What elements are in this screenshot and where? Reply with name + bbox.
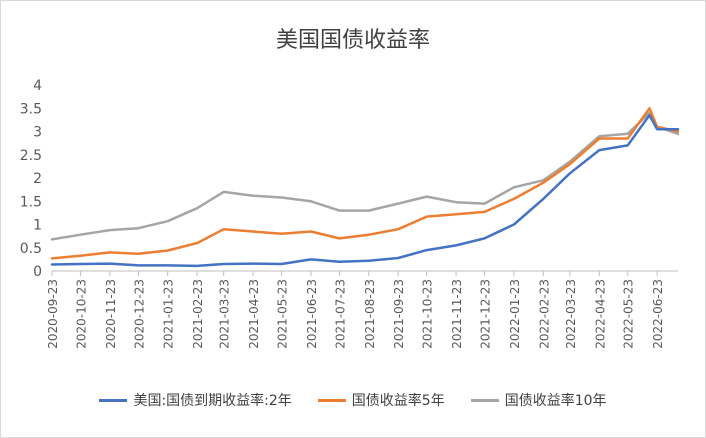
series-line-1: [50, 107, 680, 260]
legend-label-5y: 国债收益率5年: [351, 393, 445, 409]
chart-title: 美国国债收益率: [275, 28, 430, 53]
x-tick-label: 2022-05-23: [622, 279, 636, 349]
x-tick-label: 2022-02-23: [537, 279, 551, 349]
legend-item-2y: 美国:国债到期收益率:2年: [99, 390, 292, 410]
legend-swatch-10y: [470, 398, 499, 402]
y-tick-label: 1: [33, 218, 42, 234]
x-tick-label: 2021-06-23: [305, 279, 319, 349]
x-tick-label: 2021-04-23: [247, 279, 261, 349]
y-tick-label: 2: [33, 171, 42, 187]
x-tick-label: 2020-12-23: [132, 279, 146, 349]
y-tick-label: 3: [33, 125, 42, 141]
x-tick-label: 2022-01-23: [508, 279, 522, 349]
legend-swatch-2y: [99, 398, 128, 402]
legend-swatch-5y: [317, 398, 346, 402]
legend-label-2y: 美国:国债到期收益率:2年: [133, 393, 292, 409]
x-tick-label: 2021-07-23: [333, 279, 347, 349]
x-tick-label: 2021-08-23: [363, 279, 377, 349]
legend-item-5y: 国债收益率5年: [317, 390, 445, 410]
x-tick-label: 2021-01-23: [162, 279, 176, 349]
legend-item-10y: 国债收益率10年: [470, 390, 607, 410]
series-line-0: [50, 113, 680, 268]
x-tick-label: 2020-09-23: [46, 279, 60, 349]
y-tick-label: 2.5: [20, 148, 42, 164]
x-tick-label: 2021-11-23: [450, 279, 464, 349]
legend: 美国:国债到期收益率:2年 国债收益率5年 国债收益率10年: [0, 390, 706, 410]
x-tick-label: 2021-12-23: [479, 279, 493, 349]
y-tick-label: 1.5: [20, 194, 42, 210]
x-tick-label: 2020-10-23: [74, 279, 88, 349]
x-tick-label: 2022-06-23: [651, 279, 665, 349]
series-line-2: [50, 111, 680, 241]
y-tick-label: 4: [33, 78, 42, 94]
x-tick-label: 2021-09-23: [392, 279, 406, 349]
x-tick-label: 2022-04-23: [593, 279, 607, 349]
y-tick-label: 0.5: [20, 241, 42, 257]
y-tick-label: 0: [33, 264, 42, 280]
legend-label-10y: 国债收益率10年: [504, 393, 607, 409]
y-tick-label: 3.5: [20, 101, 42, 117]
x-tick-label: 2022-03-23: [564, 279, 578, 349]
x-tick-label: 2021-05-23: [276, 279, 290, 349]
x-tick-label: 2021-02-23: [191, 279, 205, 349]
x-tick-label: 2021-03-23: [218, 279, 232, 349]
x-tick-label: 2020-11-23: [104, 279, 118, 349]
x-tick-label: 2021-10-23: [421, 279, 435, 349]
